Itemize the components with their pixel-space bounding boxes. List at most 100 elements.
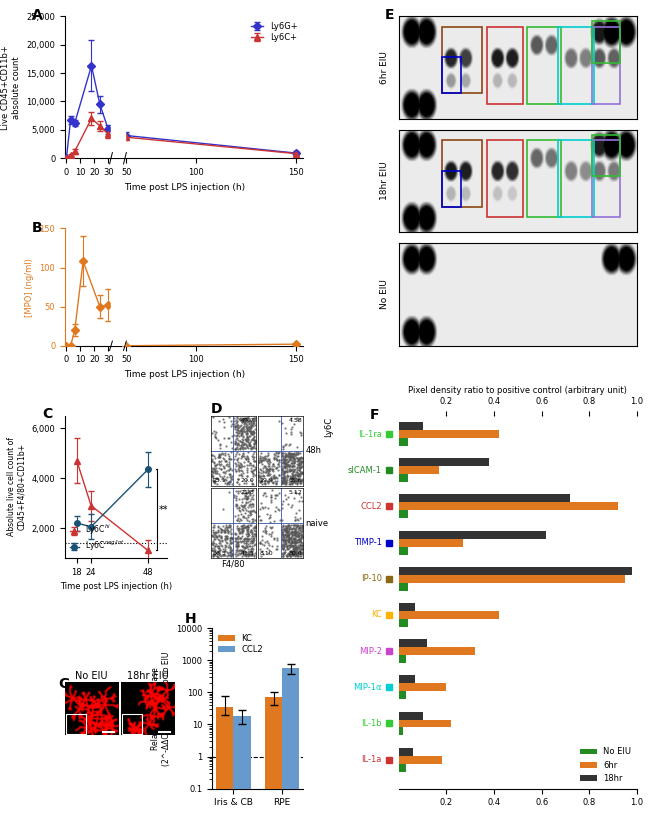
Point: [232, 411, 242, 424]
Point: [277, 447, 287, 460]
Point: [237, 437, 248, 450]
Point: [209, 476, 219, 489]
Point: [257, 450, 267, 463]
Point: [237, 425, 247, 438]
Point: [290, 546, 300, 559]
Point: [279, 524, 289, 537]
Point: [255, 476, 266, 489]
Point: [283, 547, 293, 560]
Point: [247, 498, 257, 511]
Text: C: C: [43, 407, 53, 421]
Point: [288, 450, 298, 463]
Point: [294, 544, 305, 557]
Point: [266, 490, 276, 503]
Point: [282, 525, 293, 538]
Point: [238, 442, 248, 455]
Point: [249, 415, 259, 428]
Point: [278, 530, 289, 543]
Text: 8.10: 8.10: [259, 551, 273, 556]
Point: [289, 451, 300, 464]
Point: [283, 533, 293, 546]
Point: [244, 459, 254, 472]
Point: [281, 457, 291, 470]
Point: [231, 498, 241, 511]
Point: [277, 530, 287, 543]
Point: [278, 467, 288, 480]
Point: [283, 529, 293, 542]
Point: [207, 465, 217, 478]
Point: [292, 526, 303, 539]
Point: [246, 501, 256, 514]
Point: [281, 522, 291, 535]
Point: [294, 535, 305, 548]
Point: [263, 467, 274, 480]
Point: [243, 535, 254, 548]
Point: [274, 415, 284, 428]
Point: [276, 463, 287, 476]
Point: [222, 533, 232, 546]
Point: [219, 525, 229, 538]
Point: [232, 487, 242, 500]
Point: [231, 446, 242, 459]
Point: [264, 454, 274, 467]
Point: [209, 548, 219, 561]
Point: [247, 529, 257, 542]
Point: [237, 422, 247, 435]
Point: [268, 465, 278, 478]
Point: [296, 550, 306, 563]
Point: [292, 538, 303, 551]
Point: [287, 535, 297, 548]
Point: [289, 511, 300, 524]
Point: [285, 465, 296, 478]
Point: [222, 447, 233, 460]
Point: [294, 531, 304, 544]
Point: [264, 458, 274, 471]
Point: [287, 463, 297, 476]
Point: [242, 424, 252, 437]
Point: [294, 456, 304, 469]
Point: [286, 523, 296, 536]
Point: [246, 450, 257, 463]
Point: [291, 487, 301, 500]
Point: [295, 546, 306, 559]
Point: [212, 546, 222, 559]
Point: [292, 529, 303, 542]
Point: [226, 550, 236, 563]
Point: [278, 464, 288, 477]
Bar: [398, 583, 408, 591]
Point: [231, 424, 242, 437]
Point: [280, 474, 290, 487]
Point: [247, 441, 257, 454]
Point: [244, 540, 255, 553]
Point: [239, 420, 250, 433]
Point: [287, 547, 297, 560]
Point: [291, 468, 302, 481]
Point: [289, 518, 299, 531]
Point: [263, 472, 274, 485]
Point: [280, 524, 291, 537]
Point: [244, 515, 254, 528]
Point: [233, 472, 244, 485]
Point: [244, 489, 255, 502]
Point: [212, 530, 222, 543]
Point: [248, 429, 259, 442]
Point: [289, 537, 299, 550]
Point: [210, 464, 220, 477]
Point: [288, 536, 298, 549]
Point: [240, 511, 251, 524]
Point: [244, 437, 254, 450]
Point: [287, 450, 298, 463]
Point: [289, 524, 300, 537]
Point: [226, 537, 237, 550]
Point: [287, 541, 298, 554]
Point: [296, 520, 307, 533]
Point: [241, 424, 252, 437]
Point: [235, 543, 245, 556]
Point: [209, 476, 220, 489]
Point: [286, 550, 296, 563]
Point: [262, 507, 272, 520]
Bar: [398, 438, 408, 446]
Point: [291, 541, 301, 554]
Bar: [487, 140, 523, 217]
Point: [233, 533, 243, 546]
